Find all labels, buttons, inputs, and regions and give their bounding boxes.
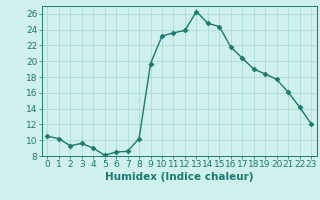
X-axis label: Humidex (Indice chaleur): Humidex (Indice chaleur) <box>105 172 253 182</box>
